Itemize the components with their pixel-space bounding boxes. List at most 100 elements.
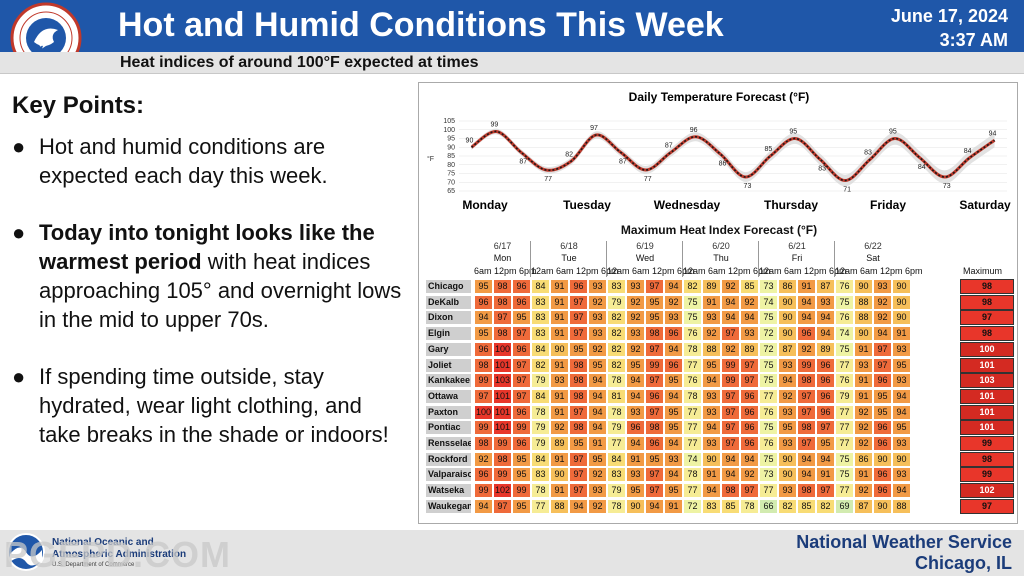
max-heat-index-cell: 100 — [960, 341, 1014, 357]
heat-index-cell: 91 — [550, 483, 569, 499]
heat-index-cell: 85 — [797, 498, 816, 514]
watermark: PGFPD.COM — [4, 534, 232, 575]
key-point-text: If spending time outside, stay hydrated,… — [39, 364, 389, 447]
heat-index-cell: 75 — [835, 294, 854, 310]
heat-index-cell: 96 — [873, 373, 892, 389]
max-heat-index-cell: 99 — [960, 467, 1014, 483]
day-separator — [530, 241, 531, 277]
table-date-header: 6/17 — [493, 241, 512, 251]
y-axis-label: °F — [427, 155, 434, 163]
heat-index-cell: 96 — [512, 404, 531, 420]
heat-index-cell: 74 — [759, 294, 778, 310]
heat-index-cell: 85 — [740, 279, 759, 294]
temperature-value-label: 85 — [764, 146, 772, 153]
heat-index-cell: 88 — [702, 341, 721, 357]
table-city-label: Chicago — [425, 279, 472, 294]
heat-index-cell: 87 — [816, 279, 835, 294]
heat-index-cell: 95 — [664, 420, 683, 436]
heat-index-cell: 91 — [550, 310, 569, 326]
heat-index-cell: 97 — [873, 357, 892, 373]
noaa-name-line2: Atmospheric Administration — [52, 549, 187, 560]
heat-index-cell: 78 — [531, 404, 550, 420]
heat-index-cell: 77 — [683, 436, 702, 451]
heat-index-cell: 94 — [626, 388, 645, 404]
table-day-header: Sat — [866, 253, 880, 263]
heat-index-cell: 94 — [474, 498, 493, 514]
table-city-label: Watseka — [425, 483, 472, 499]
heat-index-cell: 76 — [835, 373, 854, 389]
heat-index-cell: 77 — [835, 420, 854, 436]
heat-index-cell: 96 — [664, 357, 683, 373]
y-tick-label: 90 — [447, 144, 455, 151]
heat-index-cell: 97 — [645, 373, 664, 389]
heat-index-cell: 90 — [778, 310, 797, 326]
heat-index-cell: 85 — [721, 498, 740, 514]
day-separator — [606, 241, 607, 277]
heat-index-cell: 79 — [607, 294, 626, 310]
temperature-value-label: 82 — [565, 151, 573, 158]
heat-index-cell: 76 — [835, 279, 854, 294]
heat-index-cell: 96 — [664, 326, 683, 342]
heat-index-cell: 94 — [626, 373, 645, 389]
heat-index-cell: 96 — [816, 388, 835, 404]
heat-index-cell: 96 — [740, 388, 759, 404]
heat-index-cell: 97 — [569, 404, 588, 420]
heat-index-cell: 94 — [797, 294, 816, 310]
heat-index-cell: 92 — [702, 326, 721, 342]
heat-index-cell: 94 — [664, 436, 683, 451]
table-date-header: 6/19 — [636, 241, 654, 251]
heat-index-cell: 93 — [702, 310, 721, 326]
heat-index-cell: 91 — [797, 279, 816, 294]
heat-index-cell: 95 — [588, 357, 607, 373]
heat-index-cell: 93 — [892, 467, 911, 483]
heat-index-cell: 94 — [778, 373, 797, 389]
heat-index-cell: 75 — [835, 451, 854, 467]
heat-index-cell: 97 — [816, 420, 835, 436]
heat-index-cell: 88 — [854, 310, 873, 326]
heat-index-cell: 96 — [512, 436, 531, 451]
heat-index-cell: 95 — [512, 467, 531, 483]
heat-index-cell: 97 — [797, 404, 816, 420]
heat-index-cell: 77 — [531, 498, 550, 514]
heat-index-cell: 72 — [759, 326, 778, 342]
heat-index-cell: 87 — [778, 341, 797, 357]
heat-index-cell: 90 — [892, 279, 911, 294]
heat-index-cell: 72 — [683, 498, 702, 514]
heat-index-cell: 91 — [816, 467, 835, 483]
heat-index-cell: 96 — [740, 420, 759, 436]
heat-index-cell: 77 — [683, 483, 702, 499]
heat-index-cell: 78 — [683, 388, 702, 404]
day-label: Monday — [462, 198, 508, 212]
heat-index-cell: 97 — [569, 294, 588, 310]
heat-index-cell: 95 — [512, 451, 531, 467]
forecast-panel: Daily Temperature Forecast (°F) °F 105 10… — [418, 82, 1018, 524]
heat-index-cell: 94 — [702, 483, 721, 499]
heat-index-cell: 99 — [493, 467, 512, 483]
heat-index-cell: 97 — [645, 467, 664, 483]
table-city-label: Elgin — [425, 326, 472, 342]
y-tick-label: 95 — [447, 136, 455, 143]
heat-index-cell: 98 — [797, 483, 816, 499]
temperature-value-label: 84 — [918, 164, 926, 171]
heat-index-cell: 94 — [702, 373, 721, 389]
heat-index-cell: 96 — [816, 357, 835, 373]
table-day-header: Wed — [635, 253, 655, 263]
heat-index-cell: 96 — [474, 341, 493, 357]
heat-index-cell: 77 — [759, 483, 778, 499]
heat-index-cell: 93 — [626, 326, 645, 342]
temperature-value-label: 77 — [644, 176, 652, 183]
heat-index-cell: 90 — [892, 451, 911, 467]
heat-index-cell: 92 — [873, 294, 892, 310]
max-heat-index-cell: 98 — [960, 294, 1014, 310]
heat-index-cell: 78 — [607, 498, 626, 514]
heat-index-cell: 90 — [873, 451, 892, 467]
heat-index-cell: 92 — [626, 310, 645, 326]
heat-index-cell: 91 — [702, 294, 721, 310]
heat-index-cell: 93 — [626, 404, 645, 420]
table-date-header: 6/21 — [788, 241, 806, 251]
heat-index-cell: 93 — [626, 467, 645, 483]
heat-index-cell: 96 — [873, 420, 892, 436]
heat-index-cell: 78 — [607, 404, 626, 420]
noaa-logo-icon — [7, 533, 45, 571]
table-time-header: 12am 6am 12pm 6pm — [531, 266, 619, 276]
